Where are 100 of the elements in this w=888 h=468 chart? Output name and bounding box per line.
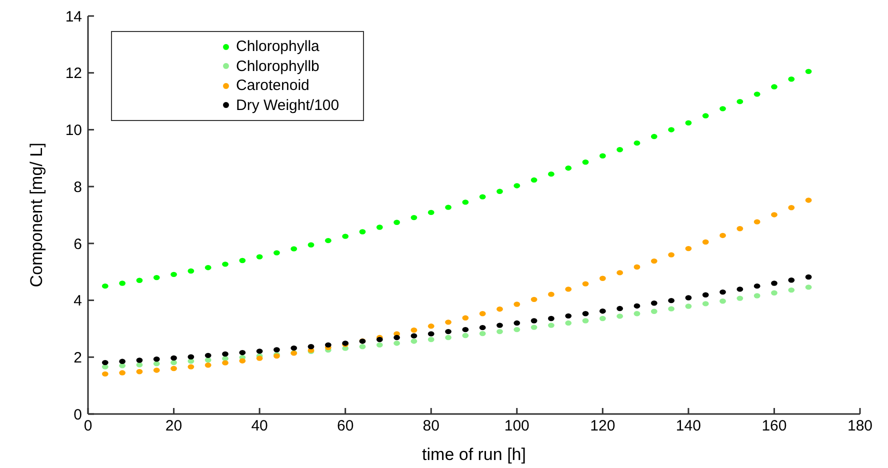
x-tick-label: 100 — [504, 418, 530, 435]
point — [565, 165, 572, 171]
point — [324, 342, 332, 348]
point — [668, 306, 674, 312]
point — [479, 330, 486, 336]
point — [582, 281, 589, 286]
point — [650, 134, 658, 140]
point — [582, 318, 589, 324]
point — [445, 328, 452, 334]
point — [188, 354, 194, 360]
point — [102, 371, 108, 377]
point — [170, 272, 177, 278]
point — [102, 364, 108, 370]
point — [136, 278, 143, 283]
point — [668, 127, 674, 132]
y-tick-label: 8 — [74, 178, 82, 196]
y-tick-label: 12 — [65, 65, 82, 82]
point — [805, 198, 812, 203]
point — [771, 280, 778, 286]
point — [530, 296, 538, 302]
point — [342, 234, 349, 239]
legend-label: Carotenoid — [236, 76, 310, 96]
point — [736, 296, 744, 301]
point — [239, 258, 246, 264]
point — [204, 357, 212, 363]
point — [599, 316, 606, 322]
x-axis-title: time of run [h] — [422, 445, 526, 464]
point — [685, 120, 692, 126]
point — [204, 264, 212, 270]
point — [394, 340, 400, 346]
x-tick-label: 160 — [762, 418, 787, 435]
point — [565, 313, 572, 319]
point — [394, 220, 400, 225]
point — [462, 326, 469, 332]
point — [170, 360, 177, 366]
point — [496, 188, 503, 194]
point — [788, 278, 795, 283]
point — [274, 250, 280, 256]
point — [119, 358, 126, 364]
point — [410, 328, 418, 333]
point — [428, 210, 434, 216]
point — [256, 356, 263, 361]
point — [359, 344, 366, 350]
point — [496, 306, 503, 312]
point — [771, 290, 778, 296]
point — [428, 336, 434, 342]
point — [754, 283, 760, 289]
point — [599, 308, 606, 314]
point — [634, 140, 640, 146]
point — [530, 177, 538, 183]
point — [650, 308, 658, 314]
point — [805, 274, 812, 280]
x-tick-label: 40 — [251, 418, 268, 435]
legend-label: Chlorophylla — [236, 37, 320, 56]
point — [634, 311, 640, 316]
point — [445, 204, 452, 210]
point — [496, 322, 503, 328]
x-tick-label: 80 — [422, 418, 440, 435]
x-tick-label: 60 — [336, 418, 354, 435]
point — [102, 360, 108, 366]
point — [736, 286, 744, 292]
point — [394, 334, 400, 340]
point — [548, 322, 554, 328]
point — [479, 311, 486, 316]
point — [428, 331, 434, 336]
point — [136, 362, 143, 368]
point — [428, 324, 434, 329]
point — [788, 205, 795, 210]
point — [720, 289, 726, 295]
point — [582, 160, 589, 165]
point — [702, 301, 709, 306]
point — [153, 361, 160, 366]
x-tick-label: 120 — [590, 418, 616, 435]
y-axis-title: Component [mg/ L] — [27, 142, 46, 288]
point — [204, 352, 212, 358]
y-tick-label: 14 — [65, 8, 82, 26]
point — [548, 171, 554, 177]
point — [256, 254, 263, 260]
point — [410, 214, 418, 220]
point — [650, 300, 658, 306]
point — [634, 264, 640, 270]
y-tick-label: 0 — [74, 406, 82, 424]
point — [290, 345, 298, 351]
point — [720, 232, 726, 238]
point — [119, 280, 126, 286]
point — [736, 98, 744, 104]
point — [256, 348, 263, 354]
x-tick-label: 20 — [165, 418, 182, 435]
y-tick-label: 10 — [65, 122, 82, 140]
point — [102, 283, 108, 289]
point — [668, 252, 674, 258]
point — [736, 226, 744, 232]
point — [685, 246, 692, 252]
point — [548, 316, 554, 322]
point — [530, 324, 538, 330]
point — [771, 212, 778, 218]
point — [599, 276, 606, 281]
point — [376, 342, 383, 348]
y-tick-label: 2 — [74, 349, 82, 366]
point — [410, 338, 418, 344]
